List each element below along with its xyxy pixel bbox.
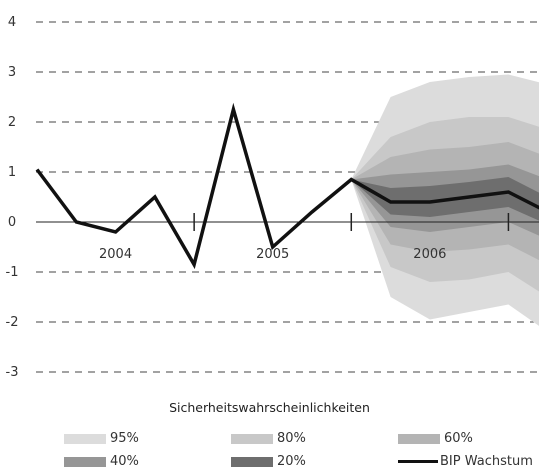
y-tick-label: -3: [6, 365, 19, 380]
legend-item-95: 95%: [64, 431, 139, 446]
y-tick-labels: 4 3 2 1 0 -1 -2 -3: [6, 15, 19, 380]
y-tick-label: 3: [8, 65, 16, 80]
legend-swatch-95: [64, 433, 106, 444]
legend-title: Sicherheitswahrscheinlichkeiten: [169, 400, 370, 415]
y-tick-label: -1: [6, 265, 19, 280]
bip-wachstum-line: [35, 102, 539, 270]
year-labels: 2004200520062007: [99, 247, 446, 262]
legend-label-80: 80%: [277, 431, 306, 446]
legend-line-bip: [398, 460, 438, 463]
legend-swatch-20: [231, 456, 273, 467]
legend-item-60: 60%: [398, 431, 473, 446]
legend-label-95: 95%: [110, 431, 139, 446]
legend-item-bip: BIP Wachstum: [398, 454, 533, 469]
legend-label-40: 40%: [110, 454, 139, 469]
grid-lines: [36, 21, 539, 373]
y-tick-label: 1: [8, 165, 16, 180]
y-tick-label: 4: [8, 15, 16, 30]
legend-label-bip: BIP Wachstum: [440, 454, 533, 469]
legend-label-60: 60%: [444, 431, 473, 446]
legend-swatch-40: [64, 456, 106, 467]
legend-item-80: 80%: [231, 431, 306, 446]
legend-label-20: 20%: [277, 454, 306, 469]
legend-swatch-80: [231, 433, 273, 444]
y-tick-label: -2: [6, 315, 19, 330]
y-tick-label: 2: [8, 115, 16, 130]
legend-item-20: 20%: [231, 454, 306, 469]
year-separator-ticks: [193, 213, 510, 231]
uncertainty-bands: [351, 74, 539, 326]
year-label-2005: 2005: [256, 247, 289, 262]
legend-item-40: 40%: [64, 454, 139, 469]
legend-swatch-60: [398, 433, 440, 444]
y-tick-label: 0: [8, 215, 16, 230]
year-label-2006: 2006: [413, 247, 446, 262]
bip-line-group: [35, 102, 539, 270]
year-label-2004: 2004: [99, 247, 132, 262]
